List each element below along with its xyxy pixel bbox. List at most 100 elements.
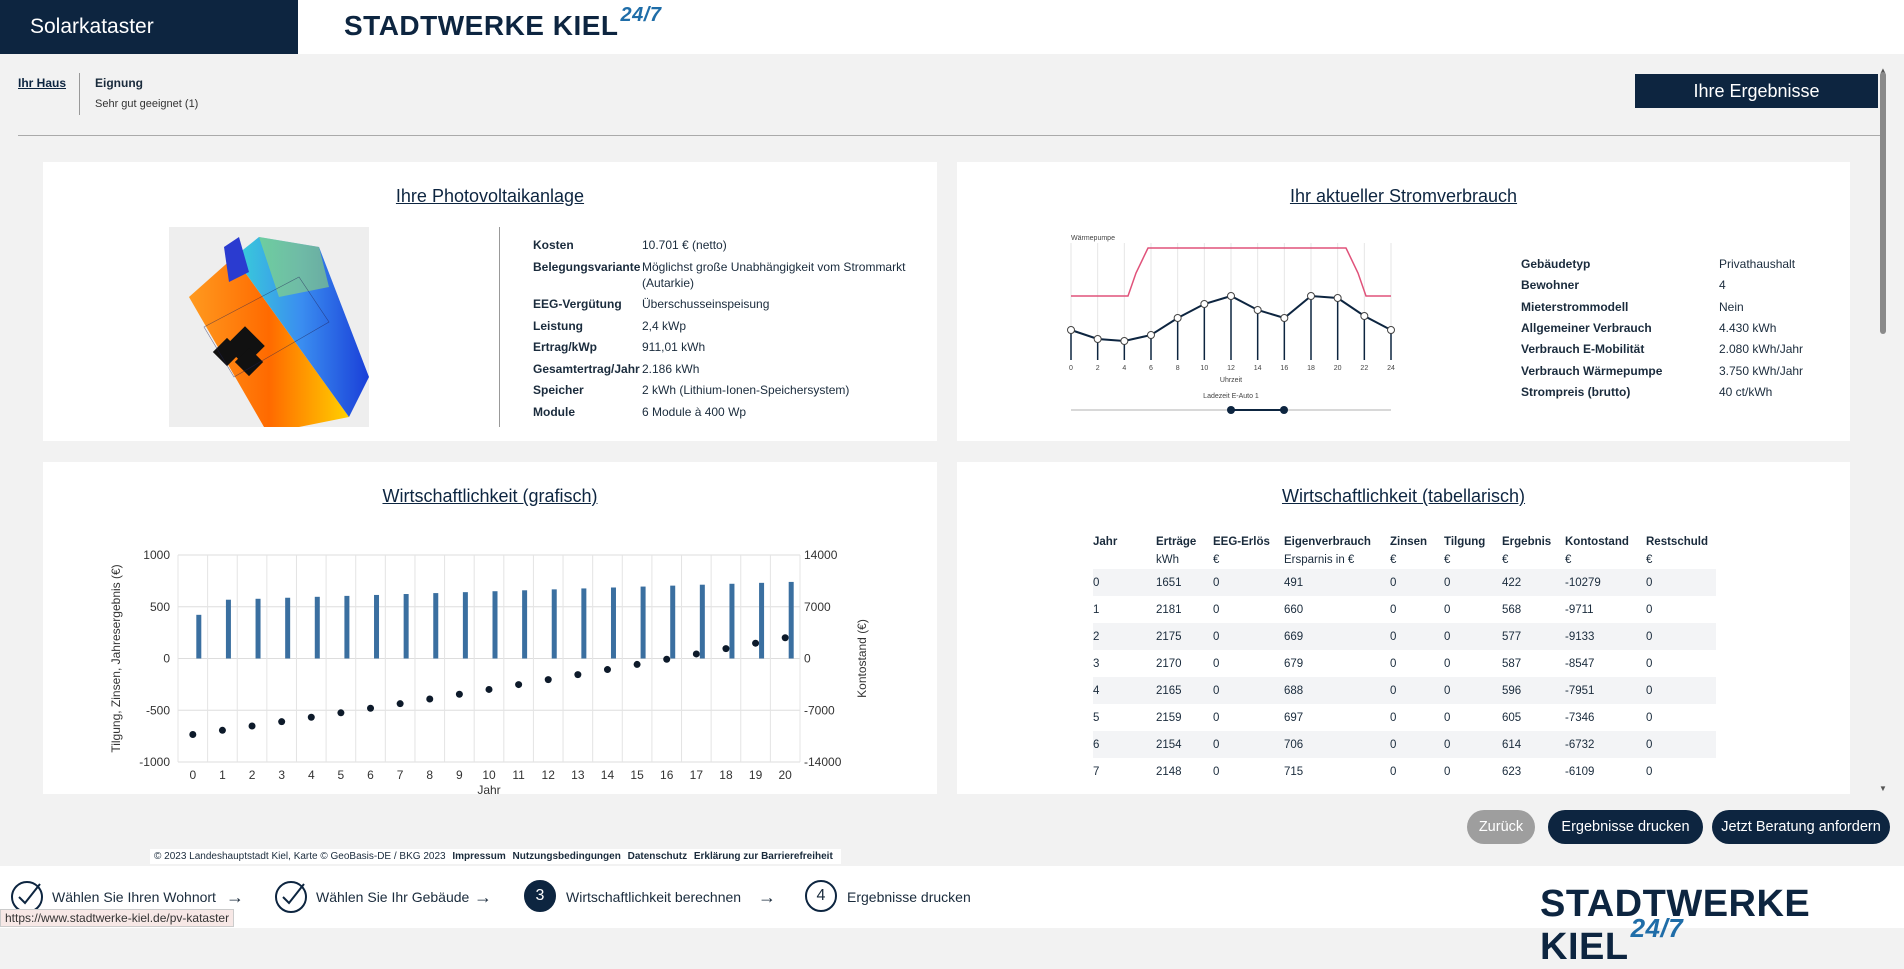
point-kontostand[interactable]: [781, 634, 789, 642]
consumption-point[interactable]: [1173, 314, 1182, 322]
consumption-point[interactable]: [1280, 314, 1289, 322]
bar-ergebnis[interactable]: [759, 582, 765, 659]
table-cell: 0: [1390, 603, 1397, 616]
point-kontostand[interactable]: [307, 713, 315, 721]
step-3-label: Wirtschaftlichkeit berechnen: [566, 889, 742, 905]
consumption-point[interactable]: [1120, 337, 1129, 345]
bar-ergebnis[interactable]: [374, 594, 380, 659]
footer-link-privacy[interactable]: Datenschutz: [627, 851, 688, 862]
bar-ergebnis[interactable]: [196, 614, 202, 659]
bar-ergebnis[interactable]: [788, 581, 794, 659]
bar-ergebnis[interactable]: [640, 586, 646, 659]
consumption-point[interactable]: [1360, 312, 1369, 320]
consumption-point[interactable]: [1200, 300, 1209, 308]
footer-link-terms[interactable]: Nutzungsbedingungen: [512, 851, 621, 862]
table-cell: 5: [1093, 711, 1100, 724]
pv-detail-value: 911,01 kWh: [642, 340, 706, 354]
print-results-button[interactable]: Ergebnisse drucken: [1548, 810, 1703, 844]
bar-ergebnis[interactable]: [581, 588, 587, 659]
point-kontostand[interactable]: [396, 700, 404, 708]
bar-ergebnis[interactable]: [285, 597, 291, 659]
consumption-point[interactable]: [1333, 294, 1342, 302]
consumption-point[interactable]: [1067, 326, 1075, 334]
consumption-point[interactable]: [1227, 292, 1235, 300]
x-tick-label: 12: [542, 768, 556, 782]
bar-ergebnis[interactable]: [344, 595, 350, 659]
scroll-down-icon[interactable]: ▼: [1879, 784, 1887, 793]
point-kontostand[interactable]: [189, 730, 197, 738]
footer-link-accessibility[interactable]: Erklärung zur Barrierefreiheit: [693, 851, 833, 862]
stadtwerke-logo-bottom[interactable]: STADTWERKE KIEL24/7: [1540, 883, 1904, 969]
x-tick-label: 8: [1176, 365, 1180, 372]
consumption-point[interactable]: [1147, 331, 1155, 339]
y-tick-label: 0: [163, 652, 170, 666]
point-kontostand[interactable]: [485, 685, 493, 693]
point-kontostand[interactable]: [218, 726, 226, 734]
back-button[interactable]: Zurück: [1467, 810, 1535, 844]
econ-table-wrapper[interactable]: Jahr Erträge kWh EEG-Erlös € Eigenverbrauch E…: [1090, 530, 1720, 794]
bar-ergebnis[interactable]: [610, 587, 616, 659]
point-kontostand[interactable]: [426, 695, 434, 703]
scroll-thumb[interactable]: [1880, 72, 1886, 334]
point-kontostand[interactable]: [515, 681, 523, 689]
table-cell: 0: [1390, 711, 1397, 724]
slider-handle-start[interactable]: [1227, 406, 1235, 414]
bar-ergebnis[interactable]: [729, 583, 735, 659]
bar-ergebnis[interactable]: [433, 593, 439, 659]
point-kontostand[interactable]: [248, 722, 256, 730]
x-tick-label: 6: [1149, 365, 1153, 372]
econ-chart-title[interactable]: Wirtschaftlichkeit (grafisch): [382, 486, 598, 506]
point-kontostand[interactable]: [574, 671, 582, 679]
point-kontostand[interactable]: [367, 704, 375, 712]
table-cell: 679: [1284, 657, 1304, 670]
stadtwerke-logo[interactable]: STADTWERKE KIEL 24/7: [344, 4, 661, 42]
bar-ergebnis[interactable]: [314, 596, 320, 659]
x-tick-label: 10: [482, 768, 496, 782]
results-button[interactable]: Ihre Ergebnisse: [1635, 74, 1878, 108]
pv-detail-value: 6 Module à 400 Wp: [642, 404, 747, 419]
pv-detail-label: EEG-Vergütung: [533, 297, 622, 311]
bar-ergebnis[interactable]: [522, 590, 528, 659]
point-kontostand[interactable]: [692, 650, 700, 658]
point-kontostand[interactable]: [544, 676, 552, 684]
consumption-point[interactable]: [1307, 292, 1315, 300]
point-kontostand[interactable]: [278, 718, 286, 726]
point-kontostand[interactable]: [752, 639, 760, 647]
footer-link-impressum[interactable]: Impressum: [452, 851, 506, 862]
x-tick-label: 17: [690, 768, 704, 782]
consumption-x-ticks: 0 2 4 6 8 10 12 14 16 18 20 22 24: [1069, 365, 1395, 372]
x-tick-label: 13: [571, 768, 585, 782]
bar-ergebnis[interactable]: [492, 591, 498, 659]
point-kontostand[interactable]: [603, 666, 611, 674]
consumption-point[interactable]: [1253, 306, 1262, 314]
consumption-xlabel: Uhrzeit: [1220, 377, 1242, 384]
bar-ergebnis[interactable]: [225, 599, 231, 659]
bar-ergebnis[interactable]: [699, 584, 705, 659]
consumption-title[interactable]: Ihr aktueller Stromverbrauch: [1289, 186, 1518, 206]
econ-table-title[interactable]: Wirtschaftlichkeit (tabellarisch): [1281, 486, 1526, 506]
header-label: EEG-Erlös: [1213, 536, 1270, 548]
bar-ergebnis[interactable]: [403, 594, 409, 659]
bar-ergebnis[interactable]: [670, 585, 676, 659]
breadcrumb-home-link[interactable]: Ihr Haus: [18, 76, 67, 90]
point-kontostand[interactable]: [663, 655, 671, 663]
request-advice-button[interactable]: Jetzt Beratung anfordern: [1712, 810, 1890, 844]
bar-ergebnis[interactable]: [462, 592, 468, 659]
point-kontostand[interactable]: [722, 645, 730, 653]
pv-title[interactable]: Ihre Photovoltaikanlage: [395, 186, 585, 206]
slider-handle-end[interactable]: [1280, 406, 1288, 414]
consumption-point[interactable]: [1093, 335, 1102, 343]
header-label: Erträge: [1156, 536, 1197, 548]
roof-map-image: [169, 227, 369, 427]
bar-ergebnis[interactable]: [255, 598, 261, 659]
bar-ergebnis[interactable]: [551, 589, 557, 659]
point-kontostand[interactable]: [633, 660, 641, 668]
consumption-point[interactable]: [1387, 326, 1395, 334]
table-cell: 0: [1646, 569, 1716, 596]
point-kontostand[interactable]: [337, 709, 345, 717]
page-scrollbar[interactable]: ▲ ▼: [1878, 66, 1888, 796]
scroll-up-icon[interactable]: ▲: [1879, 66, 1887, 75]
point-kontostand[interactable]: [455, 690, 463, 698]
breadcrumb-value: Sehr gut geeignet (1): [95, 98, 199, 110]
consumption-detail-value: 4.430 kWh: [1719, 320, 1777, 335]
